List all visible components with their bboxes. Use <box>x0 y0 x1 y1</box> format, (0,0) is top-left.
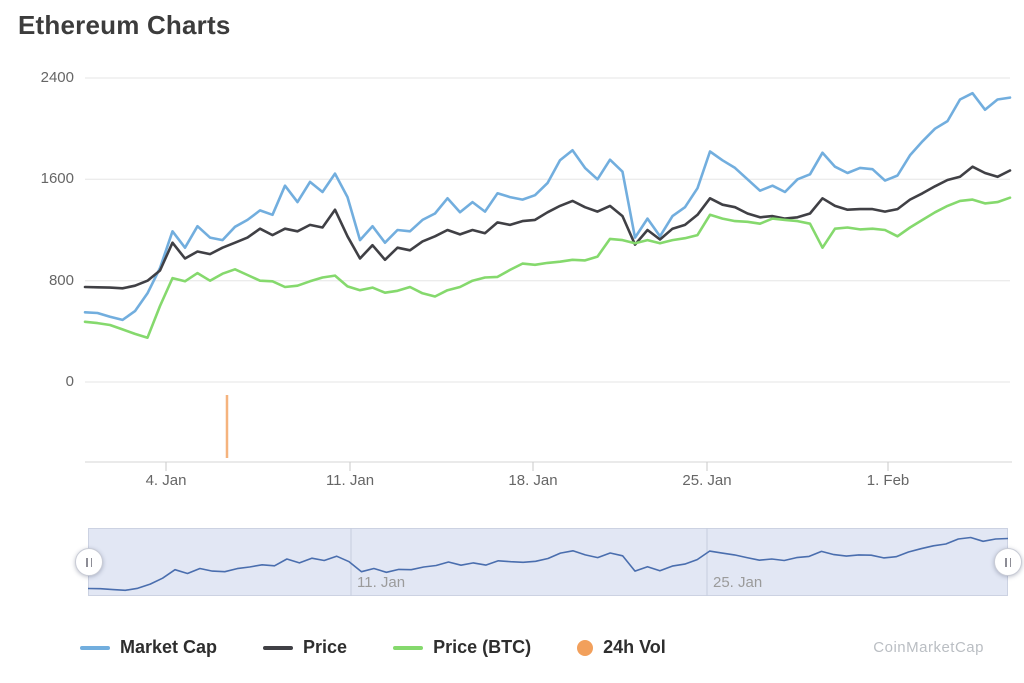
y-tick-2400: 2400 <box>40 69 74 86</box>
y-tick-0: 0 <box>65 373 74 390</box>
legend: Market Cap Price Price (BTC) 24h Vol <box>80 637 666 658</box>
legend-label-price: Price <box>303 637 348 657</box>
price-line-swatch <box>263 645 294 650</box>
x-tick-1feb: 1. Feb <box>866 472 910 489</box>
24h-vol-dot-swatch <box>577 639 594 656</box>
legend-label-market-cap: Market Cap <box>120 637 218 657</box>
navigator-right-handle[interactable] <box>994 548 1022 576</box>
x-tick-25jan: 25. Jan <box>682 472 732 489</box>
legend-label-price-btc: Price (BTC) <box>433 637 532 657</box>
legend-item-price[interactable]: Price <box>263 637 347 658</box>
navigator-sparkline <box>88 528 1008 596</box>
legend-item-price-btc[interactable]: Price (BTC) <box>393 637 531 658</box>
y-tick-1600: 1600 <box>40 170 74 187</box>
navigator-left-handle[interactable] <box>75 548 103 576</box>
price-btc-line-swatch <box>393 645 424 650</box>
coinmarketcap-watermark: CoinMarketCap <box>873 639 984 656</box>
navigator-label-11jan: 11. Jan <box>357 574 406 591</box>
x-tick-4jan: 4. Jan <box>145 472 187 489</box>
navigator-brush[interactable] <box>88 528 1008 596</box>
legend-item-24h-vol[interactable]: 24h Vol <box>577 637 666 658</box>
market-cap-line-swatch <box>80 645 110 650</box>
page-title: Ethereum Charts <box>18 10 231 40</box>
x-tick-18jan: 18. Jan <box>508 472 558 489</box>
legend-label-24h-vol: 24h Vol <box>603 637 666 657</box>
legend-item-market-cap[interactable]: Market Cap <box>80 637 217 658</box>
main-chart-plot-area[interactable] <box>0 0 1024 520</box>
y-tick-800: 800 <box>48 272 74 289</box>
navigator-label-25jan: 25. Jan <box>713 574 763 591</box>
x-tick-11jan: 11. Jan <box>325 472 375 489</box>
